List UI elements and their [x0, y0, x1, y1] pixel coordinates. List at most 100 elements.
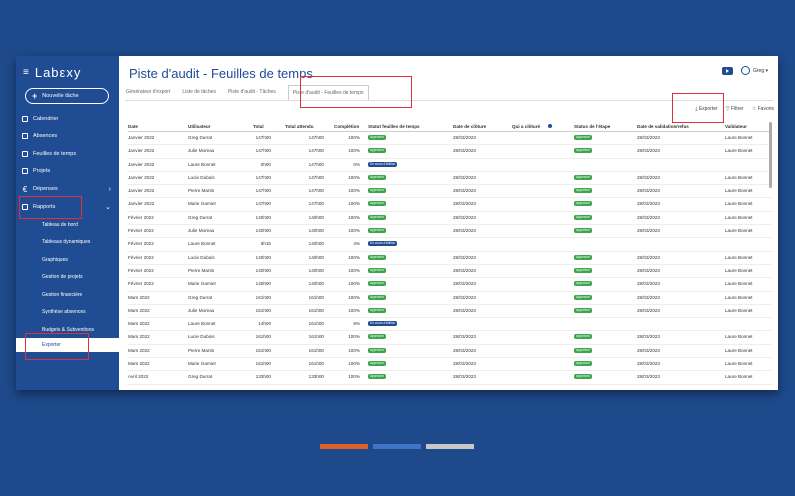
table-cell: 161h00	[308, 347, 324, 353]
sidebar-item-rapports[interactable]: Rapports ⌄	[16, 200, 119, 214]
table-cell: 161h00	[255, 334, 271, 340]
table-cell: Février 2022	[128, 241, 154, 247]
euro-icon: €	[22, 184, 28, 194]
table-row[interactable]: Février 2022 Lucie Dubois 140h00 140h00 100%…	[128, 252, 772, 265]
status-badge: Approved	[574, 254, 592, 260]
sidebar-subitem[interactable]: Gestion financière	[42, 292, 83, 298]
table-cell: Laure Bonnet	[188, 241, 216, 247]
status-badge: Approved	[368, 374, 386, 380]
status-badge: Approved	[368, 201, 386, 207]
table-cell: 28/03/2023	[453, 267, 476, 273]
table-row[interactable]: Janvier 2022 Pierre Martin 147h00 147h00 100…	[128, 185, 772, 199]
column-header[interactable]: Qui a clôturé	[512, 124, 541, 129]
table-row[interactable]: Janvier 2022 Marie Garnier 147h00 147h00 100…	[128, 198, 772, 212]
column-header[interactable]: Status de l'étape	[574, 124, 611, 129]
column-header[interactable]: Date de clôture	[453, 124, 487, 129]
status-badge: En cours d'édition	[368, 161, 398, 167]
table-row[interactable]: Mars 2022 Laure Bonnet 14h00 161h00 8% En cou…	[128, 318, 772, 332]
sidebar-item-label: Absences	[33, 133, 58, 139]
sidebar-item-projets[interactable]: Projets	[16, 164, 119, 178]
table-cell: Mars 2022	[128, 334, 150, 340]
table-cell: 28/03/2023	[637, 281, 660, 287]
sidebar-subitem[interactable]: Tableaux dynamiques	[42, 239, 91, 245]
new-task-button[interactable]: + Nouvelle tâche	[25, 88, 109, 104]
table-row[interactable]: Janvier 2022 Lucie Dubois 147h00 147h00 100%…	[128, 172, 772, 186]
tab-generateur-export[interactable]: Générateur d'export	[126, 89, 171, 95]
column-header[interactable]: Total attendu	[285, 124, 314, 129]
table-row[interactable]: Mars 2022 Greg Durrat 161h00 161h00 100% Appr…	[128, 292, 772, 305]
sidebar-item-feuilles-de-temps[interactable]: Feuilles de temps	[16, 147, 119, 161]
sidebar-subitem[interactable]: Synthèse absences	[42, 309, 86, 315]
sidebar-item-label: Calendrier	[33, 116, 59, 122]
sidebar-subitem[interactable]: Tableau de bord	[42, 222, 78, 228]
user-menu[interactable]: Greg ▾	[752, 67, 768, 74]
table-row[interactable]: Janvier 2022 Julie Moreau 147h00 147h00 100%…	[128, 145, 772, 159]
column-header[interactable]: Total	[253, 124, 264, 129]
table-row[interactable]: Février 2022 Laure Bonnet 6h15 140h00 4% En c…	[128, 238, 772, 252]
table-row[interactable]: Mars 2022 Marie Garnier 161h00 161h00 100% Ap…	[128, 358, 772, 372]
filter-button[interactable]: ▽ Filtrer	[725, 106, 744, 112]
tab-piste-audit-taches[interactable]: Piste d'audit - Tâches	[227, 89, 276, 95]
table-cell: 100%	[348, 135, 360, 140]
table-cell: Julie Moreau	[188, 148, 215, 154]
table-cell: Mars 2022	[128, 294, 150, 300]
table-cell: 28/03/2023	[453, 188, 476, 194]
status-badge: Approved	[574, 228, 592, 234]
status-badge: Approved	[574, 374, 592, 380]
sidebar-item-calendrier[interactable]: Calendrier	[16, 112, 119, 126]
table-row[interactable]: Février 2022 Julie Moreau 140h00 140h00 100%…	[128, 225, 772, 239]
table-cell: 28/03/2023	[637, 294, 660, 300]
table-cell: Laure Bonnet	[725, 347, 753, 353]
table-row[interactable]: Février 2022 Greg Durrat 140h00 140h00 100% A…	[128, 212, 772, 226]
video-icon[interactable]	[721, 66, 733, 75]
column-header[interactable]: Validateur	[725, 124, 747, 129]
sidebar-item-depenses[interactable]: € Dépenses ›	[16, 182, 119, 196]
column-header[interactable]: Complétion	[334, 124, 360, 129]
table-cell: Mars 2022	[128, 347, 150, 353]
table-row[interactable]: Mars 2022 Lucie Dubois 161h00 161h00 100% App…	[128, 331, 772, 345]
status-badge: Approved	[368, 228, 386, 234]
table-cell: Pierre Martin	[188, 347, 215, 353]
info-icon[interactable]	[548, 124, 552, 128]
table-cell: 28/03/2023	[453, 135, 476, 140]
carousel-dot-1[interactable]	[320, 444, 368, 449]
table-cell: Laure Bonnet	[725, 174, 753, 180]
status-badge: Approved	[574, 281, 592, 287]
status-badge: Approved	[574, 135, 592, 140]
scrollbar[interactable]	[769, 122, 772, 188]
table-cell: Laure Bonnet	[725, 267, 753, 273]
table-cell: Greg Durrat	[188, 374, 213, 380]
tab-liste-taches[interactable]: Liste de tâches	[182, 89, 216, 95]
table-row[interactable]: Janvier 2022 Laure Bonnet 0h00 147h00 0% En c…	[128, 159, 772, 172]
sidebar-subitem[interactable]: Graphiques	[42, 257, 68, 263]
table-cell: 0%	[353, 161, 360, 167]
carousel-dot-2[interactable]	[373, 444, 421, 449]
carousel-dot-3[interactable]	[426, 444, 474, 449]
table-actions: ⤓ Exporter ▽ Filtrer ☆ Favoris	[687, 106, 774, 112]
table-row[interactable]: Février 2022 Marie Garnier 140h00 140h00 100…	[128, 278, 772, 292]
column-header[interactable]: Date de validation/refus	[637, 124, 689, 129]
sidebar-item-label: Dépenses	[33, 186, 58, 192]
avatar[interactable]	[740, 66, 750, 75]
sidebar-subitem-exporter[interactable]: Exporter	[16, 338, 119, 352]
highlight-export	[672, 93, 724, 123]
export-button[interactable]: ⤓ Exporter	[695, 106, 718, 112]
table-row[interactable]: Mars 2022 Pierre Martin 161h00 161h00 100% Ap…	[128, 345, 772, 359]
sidebar-item-absences[interactable]: Absences	[16, 129, 119, 143]
table-row[interactable]: Mars 2022 Julie Moreau 161h00 161h00 100% App…	[128, 305, 772, 319]
highlight-exporter	[25, 333, 89, 360]
table-cell: Laure Bonnet	[188, 321, 216, 327]
sidebar-subitem[interactable]: Gestion de projets	[42, 274, 83, 280]
page-title: Piste d'audit - Feuilles de temps	[129, 66, 313, 81]
menu-icon[interactable]: ≡	[23, 67, 30, 78]
column-header[interactable]: Date	[128, 124, 138, 129]
table-row[interactable]: Avril 2022 Greg Durrat 133h00 133h00 100% App…	[128, 371, 772, 385]
sidebar-subitem[interactable]: Budgets & Subventions	[42, 327, 94, 333]
table-row[interactable]: Février 2022 Pierre Martin 140h00 140h00 100…	[128, 265, 772, 279]
column-header[interactable]: Statut feuilles de temps	[368, 124, 420, 129]
status-badge: Approved	[368, 294, 386, 300]
favorites-button[interactable]: ☆ Favoris	[751, 106, 774, 112]
table-row[interactable]: Janvier 2022 Greg Durrat 147h00 147h00 100% A…	[128, 132, 772, 146]
sidebar-item-label: Projets	[33, 168, 51, 174]
column-header[interactable]: Utilisateur	[188, 124, 211, 129]
